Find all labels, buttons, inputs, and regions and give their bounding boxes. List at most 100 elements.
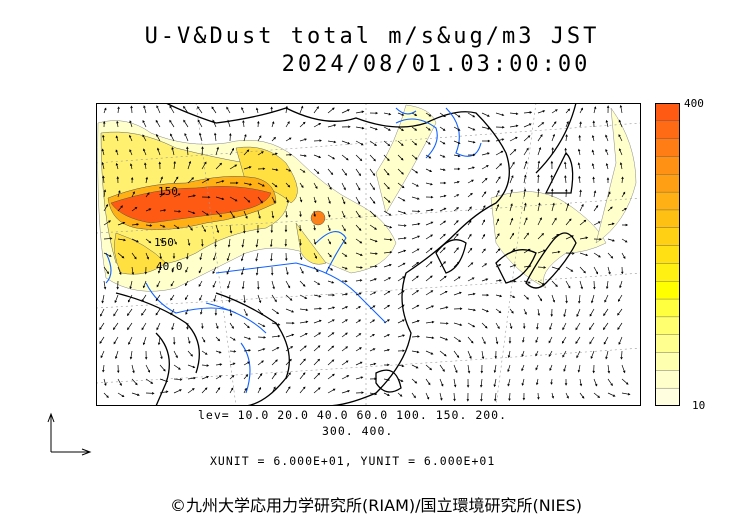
wind-arrow bbox=[271, 196, 276, 204]
wind-arrow bbox=[131, 378, 138, 386]
wind-arrow bbox=[145, 238, 152, 244]
wind-arrow bbox=[201, 364, 210, 367]
wind-arrow bbox=[579, 392, 585, 399]
wind-arrow bbox=[561, 336, 567, 344]
wind-arrow bbox=[171, 146, 175, 156]
wind-arrow bbox=[509, 279, 517, 283]
wind-arrow bbox=[551, 392, 555, 399]
wind-arrow bbox=[564, 378, 568, 386]
wind-arrow bbox=[213, 252, 217, 261]
wind-arrow bbox=[172, 336, 176, 345]
wind-arrow bbox=[313, 252, 318, 259]
wind-arrow bbox=[425, 378, 431, 386]
wind-arrow bbox=[621, 191, 626, 198]
wind-arrow bbox=[494, 392, 497, 402]
wind-arrow bbox=[187, 210, 196, 215]
wind-arrow bbox=[227, 280, 231, 289]
wind-arrow bbox=[480, 392, 483, 402]
wind-arrow bbox=[467, 140, 476, 144]
wind-arrow bbox=[355, 279, 363, 282]
wind-arrow bbox=[425, 392, 430, 400]
wind-arrow bbox=[607, 252, 614, 259]
legend-cell bbox=[655, 120, 680, 140]
wind-arrow bbox=[131, 364, 135, 374]
wind-arrow bbox=[618, 119, 623, 128]
wind-arrow bbox=[509, 161, 515, 170]
wind-arrow bbox=[550, 160, 554, 170]
wind-arrow bbox=[201, 350, 208, 355]
wind-arrow bbox=[453, 276, 461, 282]
wind-arrow bbox=[523, 294, 529, 300]
wind-arrow bbox=[481, 278, 489, 282]
wind-arrow bbox=[284, 238, 288, 247]
wind-arrow bbox=[551, 250, 561, 254]
wind-arrow bbox=[369, 111, 379, 115]
wind-arrow bbox=[593, 392, 601, 398]
wind-arrow bbox=[131, 238, 139, 243]
wind-arrow bbox=[229, 362, 236, 366]
wind-arrow bbox=[439, 247, 446, 254]
wind-arrow bbox=[313, 139, 322, 142]
wind-arrow bbox=[103, 204, 109, 212]
wind-arrow bbox=[578, 294, 581, 304]
wind-arrow bbox=[439, 233, 446, 240]
wind-arrow bbox=[369, 291, 377, 296]
wind-arrow bbox=[565, 235, 574, 240]
wind-arrow bbox=[607, 191, 611, 198]
wind-arrow bbox=[144, 350, 148, 360]
wind-arrow bbox=[271, 372, 277, 380]
wind-arrow bbox=[439, 364, 445, 372]
wind-arrow bbox=[229, 133, 232, 142]
wind-arrow bbox=[453, 307, 463, 310]
wind-arrow bbox=[493, 378, 497, 388]
wind-arrow bbox=[523, 202, 527, 212]
wind-arrow bbox=[270, 266, 274, 276]
wind-arrow bbox=[313, 154, 322, 159]
wind-arrow bbox=[299, 386, 306, 394]
wind-arrow bbox=[565, 252, 575, 255]
wind-arrow bbox=[537, 294, 543, 302]
wind-arrow bbox=[243, 224, 246, 234]
wind-arrow bbox=[481, 191, 487, 198]
wind-arrow bbox=[228, 294, 231, 303]
contour-levels-line2: 300. 400. bbox=[322, 424, 394, 438]
wind-arrow bbox=[187, 238, 191, 246]
wind-arrow bbox=[341, 154, 349, 161]
wind-arrow bbox=[117, 378, 122, 386]
wind-arrow bbox=[579, 266, 586, 274]
wind-arrow bbox=[383, 319, 390, 324]
wind-arrow bbox=[327, 266, 334, 271]
wind-arrow bbox=[257, 196, 263, 204]
wind-arrow bbox=[341, 266, 348, 270]
wind-arrow bbox=[131, 191, 135, 198]
wind-arrow bbox=[142, 119, 147, 128]
wind-arrow bbox=[537, 232, 545, 240]
wind-arrow bbox=[257, 322, 266, 327]
wind-arrow bbox=[481, 219, 486, 226]
wind-vectors bbox=[99, 104, 631, 402]
wind-arrow bbox=[285, 321, 295, 325]
wind-arrow bbox=[103, 220, 111, 226]
wind-arrow bbox=[439, 350, 447, 357]
wind-arrow bbox=[603, 336, 609, 345]
wind-arrow bbox=[299, 266, 304, 274]
wind-arrow bbox=[369, 278, 377, 282]
wind-arrow bbox=[327, 182, 332, 190]
wind-arrow bbox=[439, 154, 446, 158]
wind-arrow bbox=[355, 196, 361, 205]
wind-arrow bbox=[604, 294, 609, 303]
wind-arrow bbox=[257, 386, 262, 394]
wind-arrow bbox=[467, 206, 472, 212]
wind-arrow bbox=[577, 364, 581, 373]
wind-arrow bbox=[215, 375, 222, 380]
wind-arrow bbox=[425, 350, 434, 355]
wind-arrow bbox=[495, 126, 505, 129]
wind-arrow bbox=[523, 248, 531, 254]
wind-arrow bbox=[117, 238, 126, 242]
wind-arrow bbox=[156, 280, 161, 288]
wind-arrow bbox=[299, 320, 309, 324]
wind-arrow bbox=[397, 304, 405, 310]
wind-arrow bbox=[509, 308, 514, 314]
wind-arrow bbox=[257, 373, 263, 380]
wind-arrow bbox=[411, 154, 418, 160]
